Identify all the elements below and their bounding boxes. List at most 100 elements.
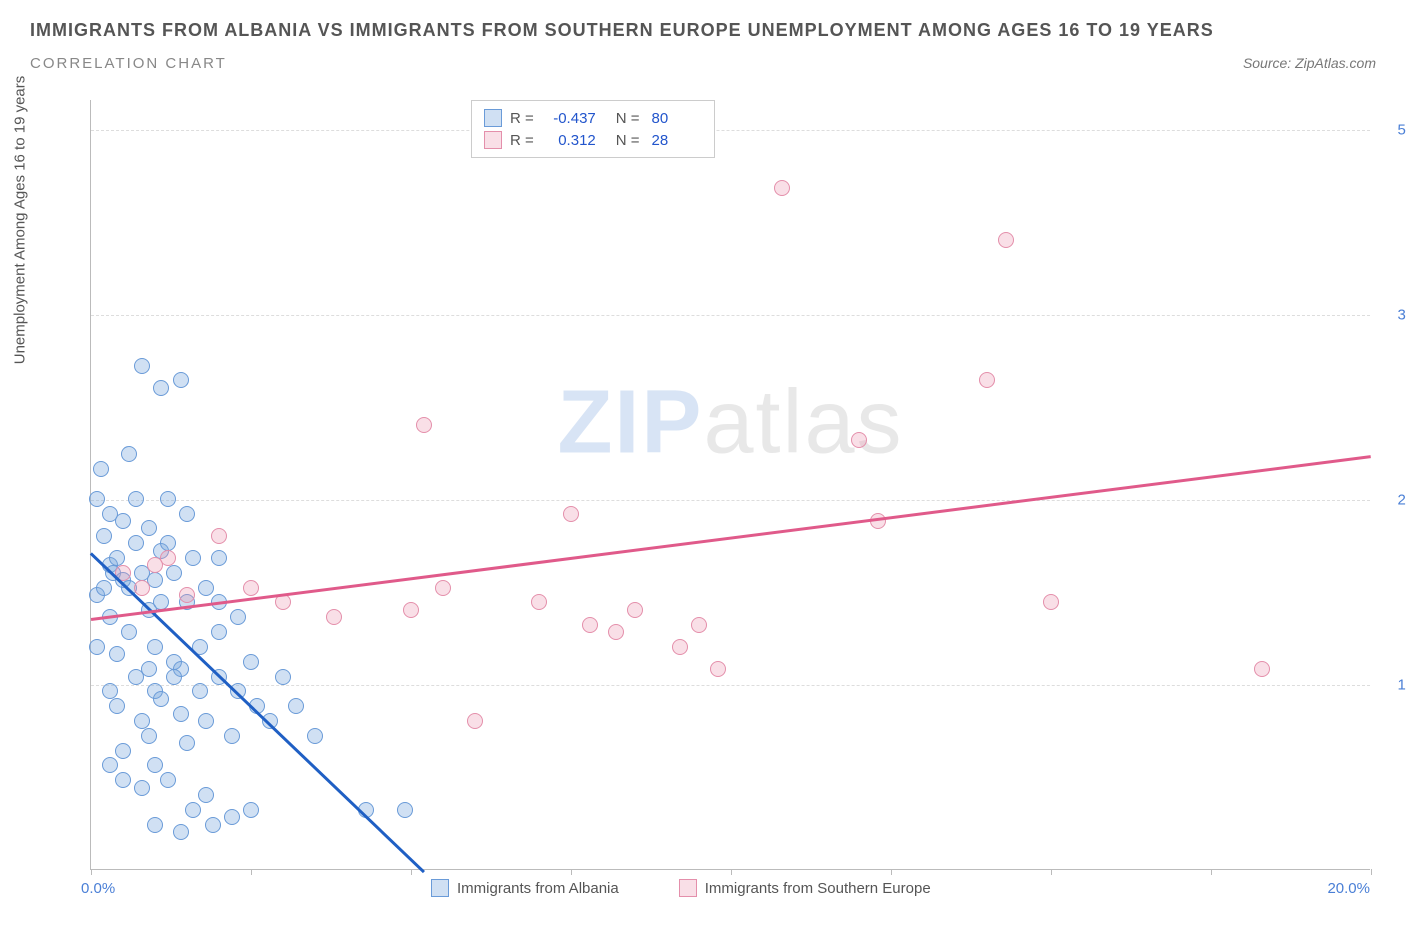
x-tick <box>411 869 412 875</box>
series-legend: Immigrants from Albania Immigrants from S… <box>431 879 931 897</box>
data-point <box>185 802 201 818</box>
series-name: Immigrants from Southern Europe <box>705 880 931 897</box>
data-point <box>851 432 867 448</box>
data-point <box>998 232 1014 248</box>
data-point <box>211 528 227 544</box>
x-tick <box>1211 869 1212 875</box>
data-point <box>205 817 221 833</box>
data-point <box>198 713 214 729</box>
data-point <box>141 728 157 744</box>
data-point <box>230 609 246 625</box>
gridline <box>91 315 1370 316</box>
x-axis-max-label: 20.0% <box>1327 880 1370 897</box>
data-point <box>192 683 208 699</box>
data-point <box>467 713 483 729</box>
data-point <box>109 550 125 566</box>
data-point <box>179 735 195 751</box>
y-tick-label: 12.5% <box>1380 676 1406 693</box>
data-point <box>435 580 451 596</box>
data-point <box>173 824 189 840</box>
data-point <box>102 757 118 773</box>
data-point <box>128 491 144 507</box>
data-point <box>147 557 163 573</box>
legend-row: R = -0.437 N = 80 <box>484 107 702 129</box>
correlation-legend: R = -0.437 N = 80 R = 0.312 N = 28 <box>471 100 715 158</box>
data-point <box>672 639 688 655</box>
series-name: Immigrants from Albania <box>457 880 619 897</box>
data-point <box>147 757 163 773</box>
data-point <box>166 669 182 685</box>
legend-n-value: 28 <box>652 132 702 149</box>
data-point <box>134 358 150 374</box>
y-tick-label: 37.5% <box>1380 306 1406 323</box>
legend-n-value: 80 <box>652 110 702 127</box>
data-point <box>608 624 624 640</box>
data-point <box>198 580 214 596</box>
legend-swatch <box>484 109 502 127</box>
data-point <box>160 535 176 551</box>
data-point <box>93 461 109 477</box>
data-point <box>243 802 259 818</box>
gridline <box>91 130 1370 131</box>
data-point <box>627 602 643 618</box>
legend-r-label: R = <box>510 132 534 149</box>
data-point <box>1043 594 1059 610</box>
data-point <box>134 580 150 596</box>
data-point <box>403 602 419 618</box>
data-point <box>166 565 182 581</box>
data-point <box>141 520 157 536</box>
legend-n-label: N = <box>616 132 640 149</box>
data-point <box>326 609 342 625</box>
data-point <box>109 646 125 662</box>
data-point <box>147 639 163 655</box>
data-point <box>147 817 163 833</box>
data-point <box>96 528 112 544</box>
legend-r-label: R = <box>510 110 534 127</box>
x-tick <box>1051 869 1052 875</box>
data-point <box>102 683 118 699</box>
data-point <box>109 698 125 714</box>
data-point <box>179 506 195 522</box>
data-point <box>198 787 214 803</box>
series-legend-item: Immigrants from Southern Europe <box>679 879 931 897</box>
y-tick-label: 25.0% <box>1380 491 1406 508</box>
data-point <box>141 661 157 677</box>
data-point <box>121 446 137 462</box>
data-point <box>416 417 432 433</box>
chart-subtitle: CORRELATION CHART <box>30 55 227 72</box>
legend-swatch <box>484 131 502 149</box>
series-legend-item: Immigrants from Albania <box>431 879 619 897</box>
data-point <box>160 772 176 788</box>
legend-r-value: -0.437 <box>546 110 596 127</box>
data-point <box>275 594 291 610</box>
chart-container: Unemployment Among Ages 16 to 19 years Z… <box>30 100 1380 900</box>
data-point <box>115 743 131 759</box>
x-tick <box>571 869 572 875</box>
trend-line <box>91 455 1371 620</box>
gridline <box>91 500 1370 501</box>
data-point <box>211 624 227 640</box>
data-point <box>160 491 176 507</box>
x-axis-min-label: 0.0% <box>81 880 115 897</box>
y-tick-label: 50.0% <box>1380 121 1406 138</box>
x-tick <box>251 869 252 875</box>
chart-title: IMMIGRANTS FROM ALBANIA VS IMMIGRANTS FR… <box>30 20 1376 41</box>
x-tick <box>1371 869 1372 875</box>
legend-r-value: 0.312 <box>546 132 596 149</box>
legend-swatch <box>431 879 449 897</box>
legend-n-label: N = <box>616 110 640 127</box>
data-point <box>89 639 105 655</box>
data-point <box>115 772 131 788</box>
data-point <box>397 802 413 818</box>
y-axis-label: Unemployment Among Ages 16 to 19 years <box>12 76 29 365</box>
data-point <box>211 550 227 566</box>
data-point <box>563 506 579 522</box>
data-point <box>774 180 790 196</box>
data-point <box>710 661 726 677</box>
data-point <box>582 617 598 633</box>
data-point <box>96 580 112 596</box>
data-point <box>134 780 150 796</box>
data-point <box>153 380 169 396</box>
data-point <box>128 535 144 551</box>
data-point <box>102 506 118 522</box>
